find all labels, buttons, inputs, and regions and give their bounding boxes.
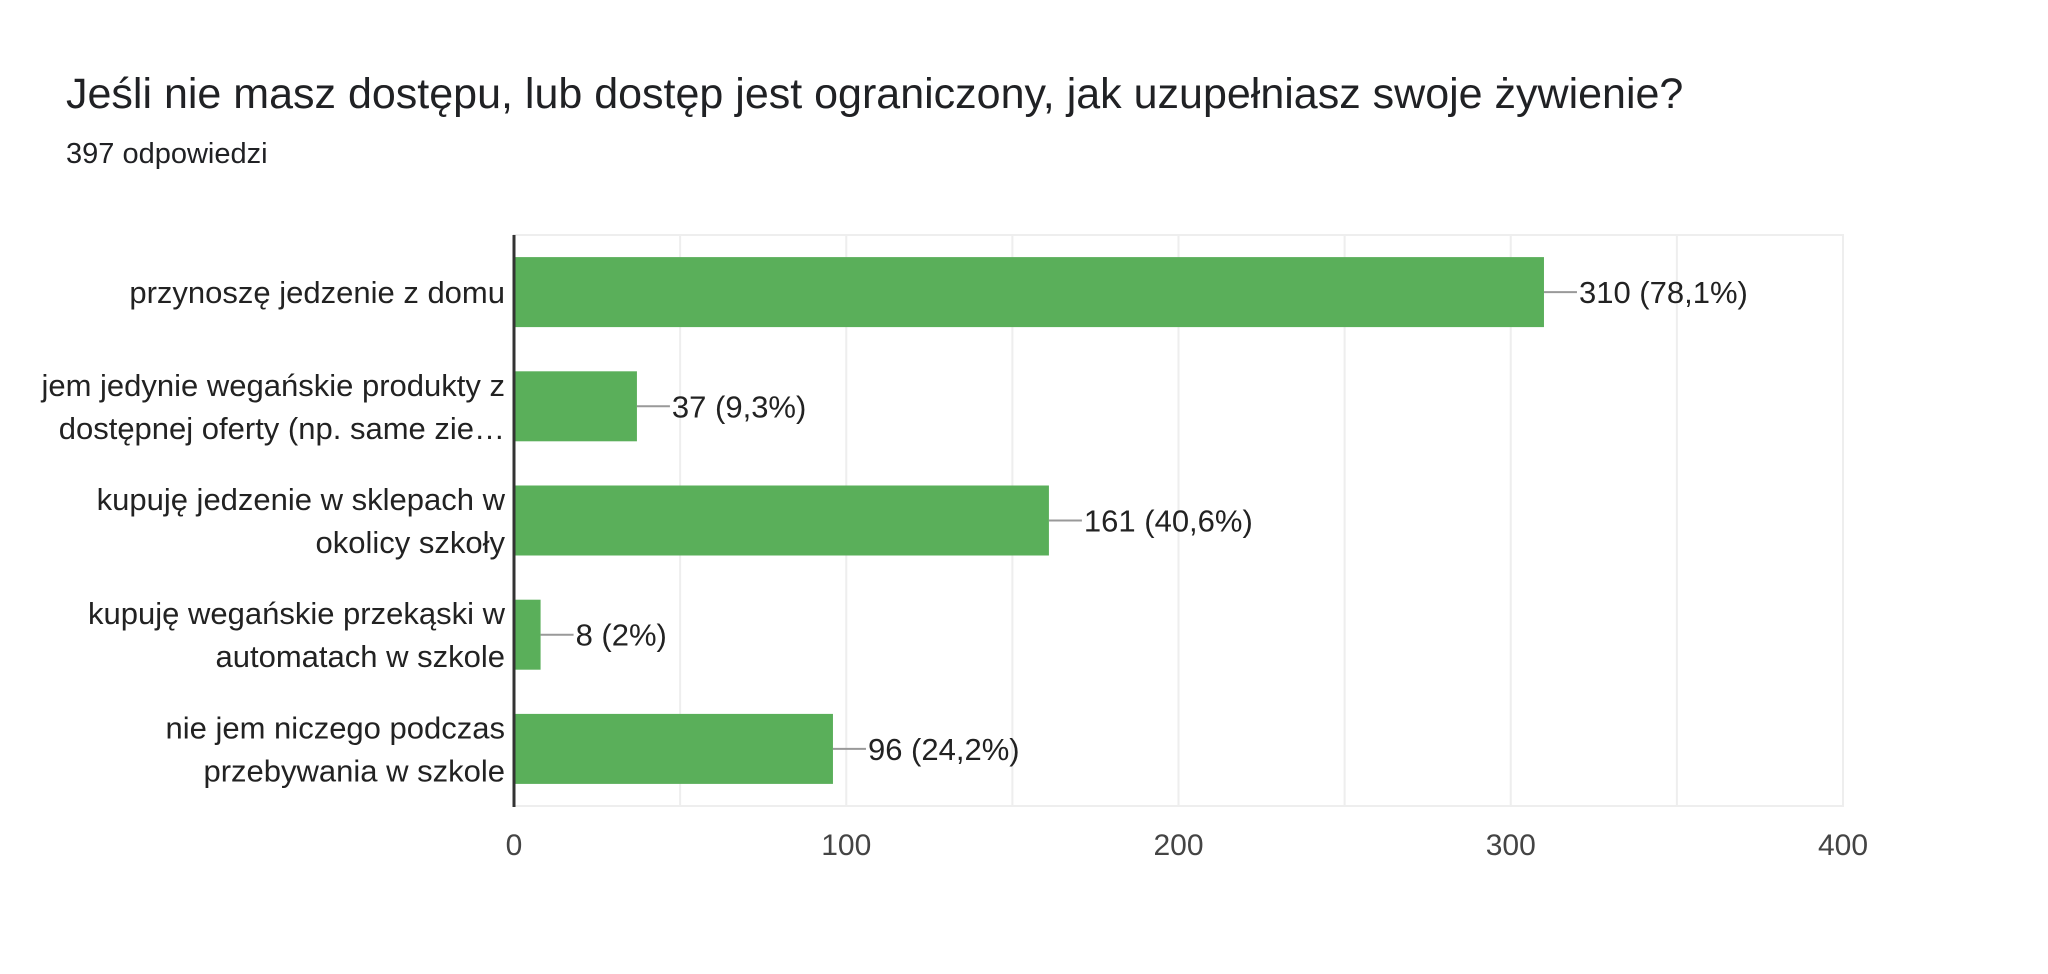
label-layer: 310 (78,1%) przynoszę jedzenie z domu 37 (… [40, 275, 1747, 788]
category-label: nie jem niczego podczas przebywania w szk… [166, 710, 505, 788]
data-label: 8 (2%) [576, 618, 667, 653]
category-label-line: jem jedynie wegańskie produkty z [40, 368, 505, 403]
x-tick-label: 300 [1486, 829, 1536, 862]
response-count: 397 odpowiedzi [66, 138, 268, 170]
x-tick-label: 100 [821, 829, 871, 862]
x-tick-label: 400 [1818, 829, 1868, 862]
x-tick-label: 0 [506, 829, 523, 862]
category-label: przynoszę jedzenie z domu [129, 275, 505, 310]
category-label-line: przebywania w szkole [203, 753, 505, 788]
category-label: kupuję jedzenie w sklepach w okolicy szko… [97, 482, 506, 560]
bar [514, 371, 637, 442]
data-label: 310 (78,1%) [1579, 275, 1748, 310]
data-label: 37 (9,3%) [672, 389, 806, 424]
x-tick-label: 200 [1153, 829, 1203, 862]
category-label: jem jedynie wegańskie produkty z dostępne… [40, 368, 505, 446]
data-label: 161 (40,6%) [1084, 504, 1253, 539]
bar [514, 599, 541, 670]
category-label-line: przynoszę jedzenie z domu [129, 275, 505, 310]
bar [514, 713, 833, 784]
data-label: 96 (24,2%) [868, 732, 1020, 767]
category-label-line: okolicy szkoły [316, 525, 506, 560]
category-label-line: kupuję wegańskie przekąski w [88, 596, 506, 631]
bar [514, 485, 1049, 556]
axis-layer: 0 100 200 300 400 [506, 235, 1868, 862]
category-label-line: nie jem niczego podczas [166, 710, 505, 745]
bar [514, 257, 1544, 328]
category-label-line: dostępnej oferty (np. same zie… [59, 411, 505, 446]
bar-layer [514, 257, 1544, 784]
category-label-line: kupuję jedzenie w sklepach w [97, 482, 506, 517]
category-label: kupuję wegańskie przekąski w automatach w… [88, 596, 506, 674]
chart-title: Jeśli nie masz dostępu, lub dostęp jest … [66, 70, 1684, 118]
category-label-line: automatach w szkole [216, 639, 505, 674]
